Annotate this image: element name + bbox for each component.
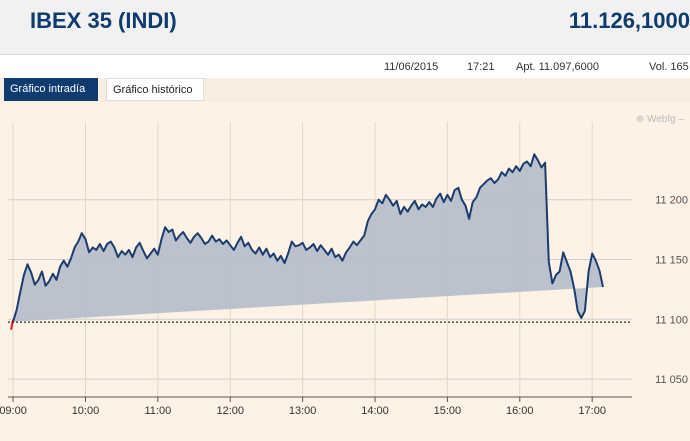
x-tick-label: 16:00 (506, 405, 534, 417)
quote-header: IBEX 35 (INDI) 11.126,1000 (0, 0, 690, 54)
volume: Vol. 165 (649, 61, 689, 73)
x-tick-label: 09:00 (0, 405, 27, 417)
tab-intraday[interactable]: Gráfico intradía (4, 78, 98, 101)
x-tick-label: 15:00 (434, 405, 462, 417)
quote-info-bar: 11/06/2015 17:21 Apt. 11.097,6000 Vol. 1… (0, 54, 690, 80)
quote-date: 11/06/2015 (384, 61, 439, 73)
y-tick-label: 11 200 (655, 195, 688, 207)
x-tick-label: 12:00 (216, 405, 244, 417)
open-marker (10, 319, 15, 330)
x-tick-label: 13:00 (289, 405, 317, 417)
series-area (13, 154, 604, 322)
chart-tabs: Gráfico intradía Gráfico histórico (0, 78, 690, 102)
source-label: ⊕ Webfg – (635, 114, 684, 125)
last-price: 11.126,1000 (568, 8, 690, 33)
x-tick-label: 10:00 (72, 405, 100, 417)
index-title: IBEX 35 (INDI) (30, 8, 177, 33)
x-tick-label: 14:00 (361, 405, 389, 417)
tab-historical[interactable]: Gráfico histórico (106, 78, 204, 101)
series-line (12, 153, 604, 322)
chart-area: ⊕ Webfg – 11 050 11 100 11 150 11 200 09:00 1… (0, 102, 690, 441)
quote-time: 17:21 (467, 61, 495, 73)
intraday-chart: 11 050 11 100 11 150 11 200 09:00 10:00 11:00 1… (0, 122, 688, 417)
x-tick-label: 11:00 (144, 405, 171, 417)
opening-price: Apt. 11.097,6000 (516, 61, 599, 73)
y-tick-label: 11 050 (655, 374, 688, 386)
y-tick-label: 11 150 (655, 255, 688, 267)
y-tick-label: 11 100 (655, 314, 688, 326)
x-tick-label: 17:00 (578, 405, 606, 417)
